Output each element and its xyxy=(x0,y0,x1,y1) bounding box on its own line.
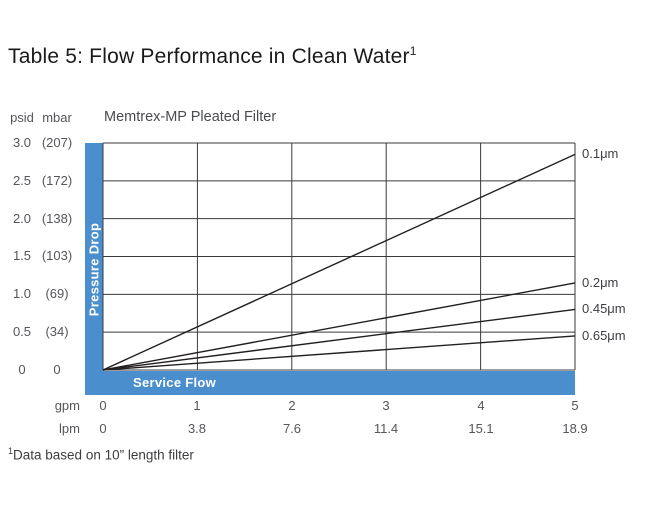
gpm-unit-label: gpm xyxy=(54,398,80,413)
lpm-tick: 18.9 xyxy=(562,421,588,436)
gpm-tick: 3 xyxy=(382,398,390,413)
chart-title: Memtrex-MP Pleated Filter xyxy=(104,109,277,125)
y-tick-psid: 0.5 xyxy=(12,324,32,340)
y-tick-mbar: 0 xyxy=(53,361,61,377)
y-tick-psid: 3.0 xyxy=(12,135,32,150)
series-label-02um: 0.2μm xyxy=(582,275,619,290)
y-tick-mbar: (69) xyxy=(45,286,69,302)
y-tick-mbar: (172) xyxy=(41,172,73,188)
title-superscript: 1 xyxy=(409,44,417,58)
y-tick-psid: 2.0 xyxy=(12,210,32,226)
lpm-tick: 15.1 xyxy=(468,421,494,436)
plot-svg xyxy=(102,142,576,371)
y-tick-row: 0 0 xyxy=(8,362,82,378)
psid-unit-label: psid xyxy=(10,110,34,125)
lpm-tick: 3.8 xyxy=(187,421,207,436)
y-tick-row: 1.0 (69) xyxy=(8,286,82,302)
gpm-tick: 4 xyxy=(477,398,485,413)
footnote-superscript: 1 xyxy=(8,446,14,456)
y-tick-psid: 0 xyxy=(18,361,26,377)
gpm-tick: 0 xyxy=(99,398,107,413)
y-tick-psid: 1.0 xyxy=(12,286,32,302)
y-tick-psid: 1.5 xyxy=(12,248,32,264)
y-tick-psid: 2.5 xyxy=(12,172,32,188)
y-axis-tick-labels: 3.0 (207) 2.5 (172) 2.0 (138) 1.5 (103) … xyxy=(8,135,82,378)
y-tick-mbar: (103) xyxy=(41,248,73,264)
y-tick-row: 2.5 (172) xyxy=(8,173,82,189)
y-axis-title: Pressure Drop xyxy=(86,222,102,316)
lpm-unit-label: lpm xyxy=(59,421,80,436)
series-label-045um: 0.45μm xyxy=(582,301,626,316)
y-tick-mbar: (34) xyxy=(45,324,69,340)
x-axis-title-bar: Service Flow xyxy=(85,371,575,395)
page-title-text: Table 5: Flow Performance in Clean Water xyxy=(8,45,410,68)
gpm-tick: 5 xyxy=(571,398,579,413)
y-axis-title-bar: Pressure Drop xyxy=(85,143,103,395)
footnote-text: Data based on 10” length filter xyxy=(13,447,194,463)
lpm-tick: 7.6 xyxy=(282,421,302,436)
y-tick-row: 2.0 (138) xyxy=(8,211,82,227)
y-tick-row: 0.5 (34) xyxy=(8,324,82,340)
y-axis-unit-header: psid mbar xyxy=(8,110,78,125)
series-label-065um: 0.65μm xyxy=(582,328,626,343)
gpm-tick: 1 xyxy=(193,398,201,413)
y-tick-mbar: (138) xyxy=(41,210,73,226)
gpm-tick: 2 xyxy=(288,398,296,413)
lpm-tick: 11.4 xyxy=(373,421,399,436)
mbar-unit-label: mbar xyxy=(42,110,72,125)
y-tick-row: 3.0 (207) xyxy=(8,135,82,151)
footnote: 1Data based on 10” length filter xyxy=(8,446,194,463)
series-label-01um: 0.1μm xyxy=(582,146,619,161)
lpm-tick: 0 xyxy=(99,421,107,436)
page-title: Table 5: Flow Performance in Clean Water… xyxy=(8,44,417,69)
x-axis-title: Service Flow xyxy=(133,375,217,390)
y-tick-row: 1.5 (103) xyxy=(8,248,82,264)
y-tick-mbar: (207) xyxy=(41,135,73,150)
